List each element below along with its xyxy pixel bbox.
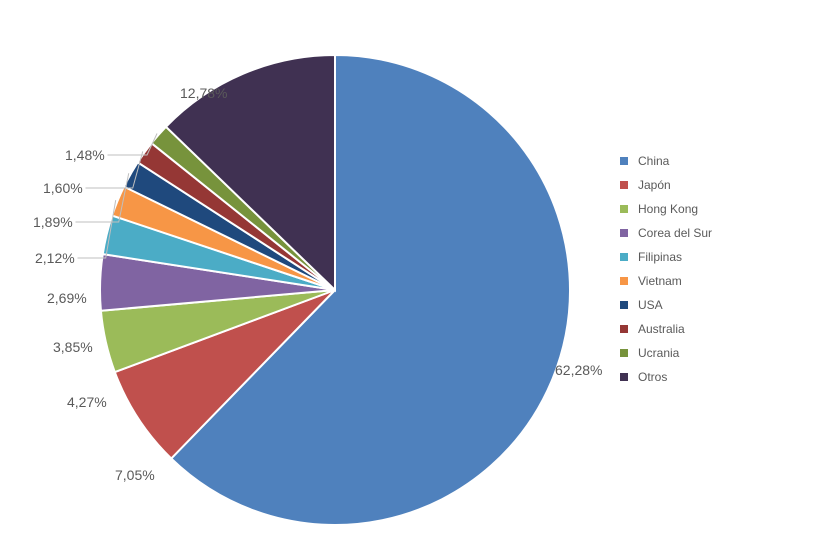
legend-item: Vietnam (620, 275, 712, 287)
legend-swatch (620, 301, 628, 309)
pct-label: 1,89% (33, 214, 73, 230)
legend-label: China (638, 155, 669, 167)
legend-label: USA (638, 299, 663, 311)
legend-swatch (620, 253, 628, 261)
legend-label: Hong Kong (638, 203, 698, 215)
legend-swatch (620, 277, 628, 285)
pct-label: 2,12% (35, 250, 75, 266)
legend-label: Japón (638, 179, 671, 191)
pie-chart: 62,28% 7,05% 4,27% 3,85% 2,69% 2,12% 1,89% 1,60… (0, 0, 820, 552)
legend-label: Vietnam (638, 275, 682, 287)
legend-swatch (620, 181, 628, 189)
pct-label: 62,28% (555, 362, 602, 378)
legend-swatch (620, 325, 628, 333)
legend-label: Ucrania (638, 347, 679, 359)
legend-swatch (620, 229, 628, 237)
legend-swatch (620, 373, 628, 381)
legend-item: Corea del Sur (620, 227, 712, 239)
legend-label: Australia (638, 323, 685, 335)
legend-label: Otros (638, 371, 667, 383)
pct-label: 4,27% (67, 394, 107, 410)
legend-item: Hong Kong (620, 203, 712, 215)
legend-label: Corea del Sur (638, 227, 712, 239)
legend-label: Filipinas (638, 251, 682, 263)
legend-swatch (620, 157, 628, 165)
legend-swatch (620, 205, 628, 213)
legend-item: Ucrania (620, 347, 712, 359)
legend-item: Filipinas (620, 251, 712, 263)
legend-item: USA (620, 299, 712, 311)
pct-label: 7,05% (115, 467, 155, 483)
legend-item: Australia (620, 323, 712, 335)
pct-label: 1,48% (65, 147, 105, 163)
legend-item: China (620, 155, 712, 167)
pct-label: 3,85% (53, 339, 93, 355)
pct-label: 1,60% (43, 180, 83, 196)
legend: China Japón Hong Kong Corea del Sur Filipina… (620, 155, 712, 383)
pct-label: 2,69% (47, 290, 87, 306)
legend-swatch (620, 349, 628, 357)
legend-item: Japón (620, 179, 712, 191)
legend-item: Otros (620, 371, 712, 383)
pct-label: 12,78% (180, 85, 227, 101)
